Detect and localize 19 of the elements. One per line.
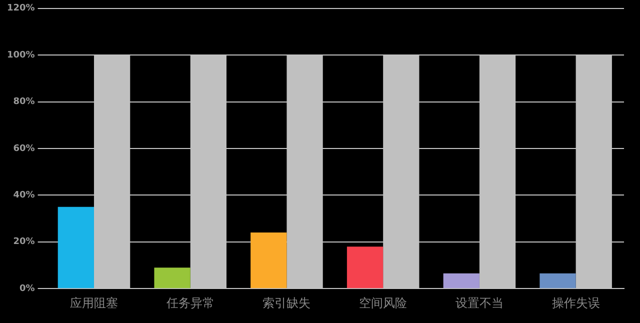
x-tick-label: 设置不当 [455, 296, 504, 310]
bar [443, 273, 480, 288]
x-tick-label: 索引缺失 [262, 296, 311, 310]
y-tick-label: 120% [6, 4, 35, 14]
bar [346, 246, 384, 288]
y-tick-label: 100% [6, 50, 35, 60]
y-tick-label: 80% [13, 97, 35, 108]
bar [540, 273, 576, 288]
y-tick-label: 40% [13, 190, 35, 201]
y-tick-label: 0% [20, 284, 35, 294]
x-tick-label: 操作失误 [552, 296, 600, 310]
y-tick-label: 20% [13, 237, 35, 248]
x-tick-label: 任务异常 [165, 296, 214, 310]
x-tick-label: 应用阻塞 [70, 296, 118, 310]
y-tick-label: 60% [13, 144, 35, 154]
bar [58, 206, 94, 288]
bar [250, 232, 287, 288]
x-tick-label: 空间风险 [359, 296, 408, 310]
bar [154, 268, 190, 288]
